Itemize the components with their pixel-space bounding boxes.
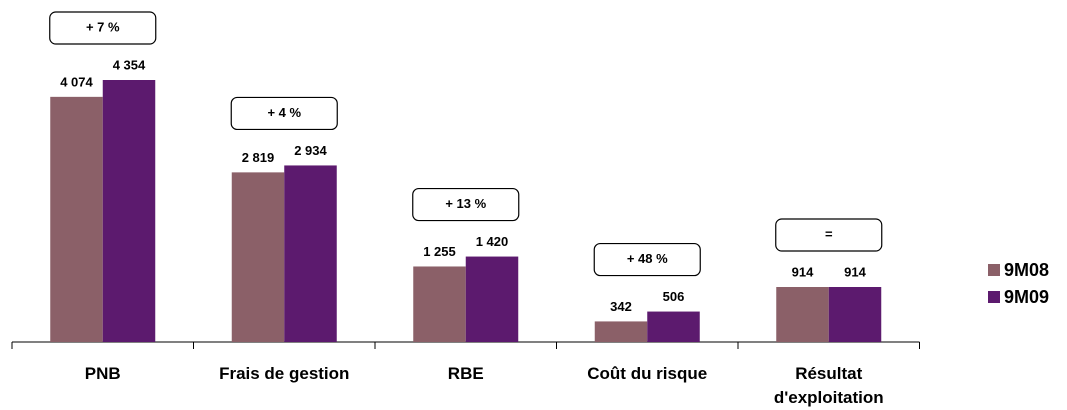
value-label: 506 [663,289,685,304]
legend-swatch [988,291,1000,303]
value-label: 4 354 [113,57,146,72]
value-label: 914 [792,264,814,279]
annotation: + 48 % [627,251,668,266]
x-tick-label: PNB [84,364,121,383]
bar [776,287,829,342]
annotation: = [825,226,833,241]
legend-label: 9M08 [1004,260,1049,280]
annotation: + 7 % [86,19,120,34]
value-label: 342 [610,299,632,314]
bar [284,165,337,342]
value-label: 1 420 [476,234,509,249]
bar [647,311,700,342]
value-label: 1 255 [423,244,456,259]
bar [828,287,882,342]
x-tick-label: Résultat d'exploitation [773,364,884,407]
value-label: 2 934 [294,143,327,158]
annotation-box [775,218,883,252]
value-label: 2 819 [242,150,275,165]
annotation-box [230,96,338,131]
bar [231,172,285,342]
annotation: + 4 % [267,105,301,120]
bar [102,80,156,342]
x-tick-label: Frais de gestion [219,364,350,383]
legend-swatch [988,264,1000,276]
annotation-box [593,242,701,277]
annotation-box [49,11,157,45]
value-label: 914 [844,264,866,279]
bar [465,256,519,342]
bar [413,266,466,342]
value-label: 4 074 [60,74,93,89]
x-tick-label: Coût du risque [587,364,708,383]
annotation-box [412,187,520,222]
legend-label: 9M09 [1004,287,1049,307]
x-tick-label: RBE [447,364,484,383]
annotation: + 13 % [445,196,486,211]
bar [594,321,648,342]
bar [50,96,103,342]
